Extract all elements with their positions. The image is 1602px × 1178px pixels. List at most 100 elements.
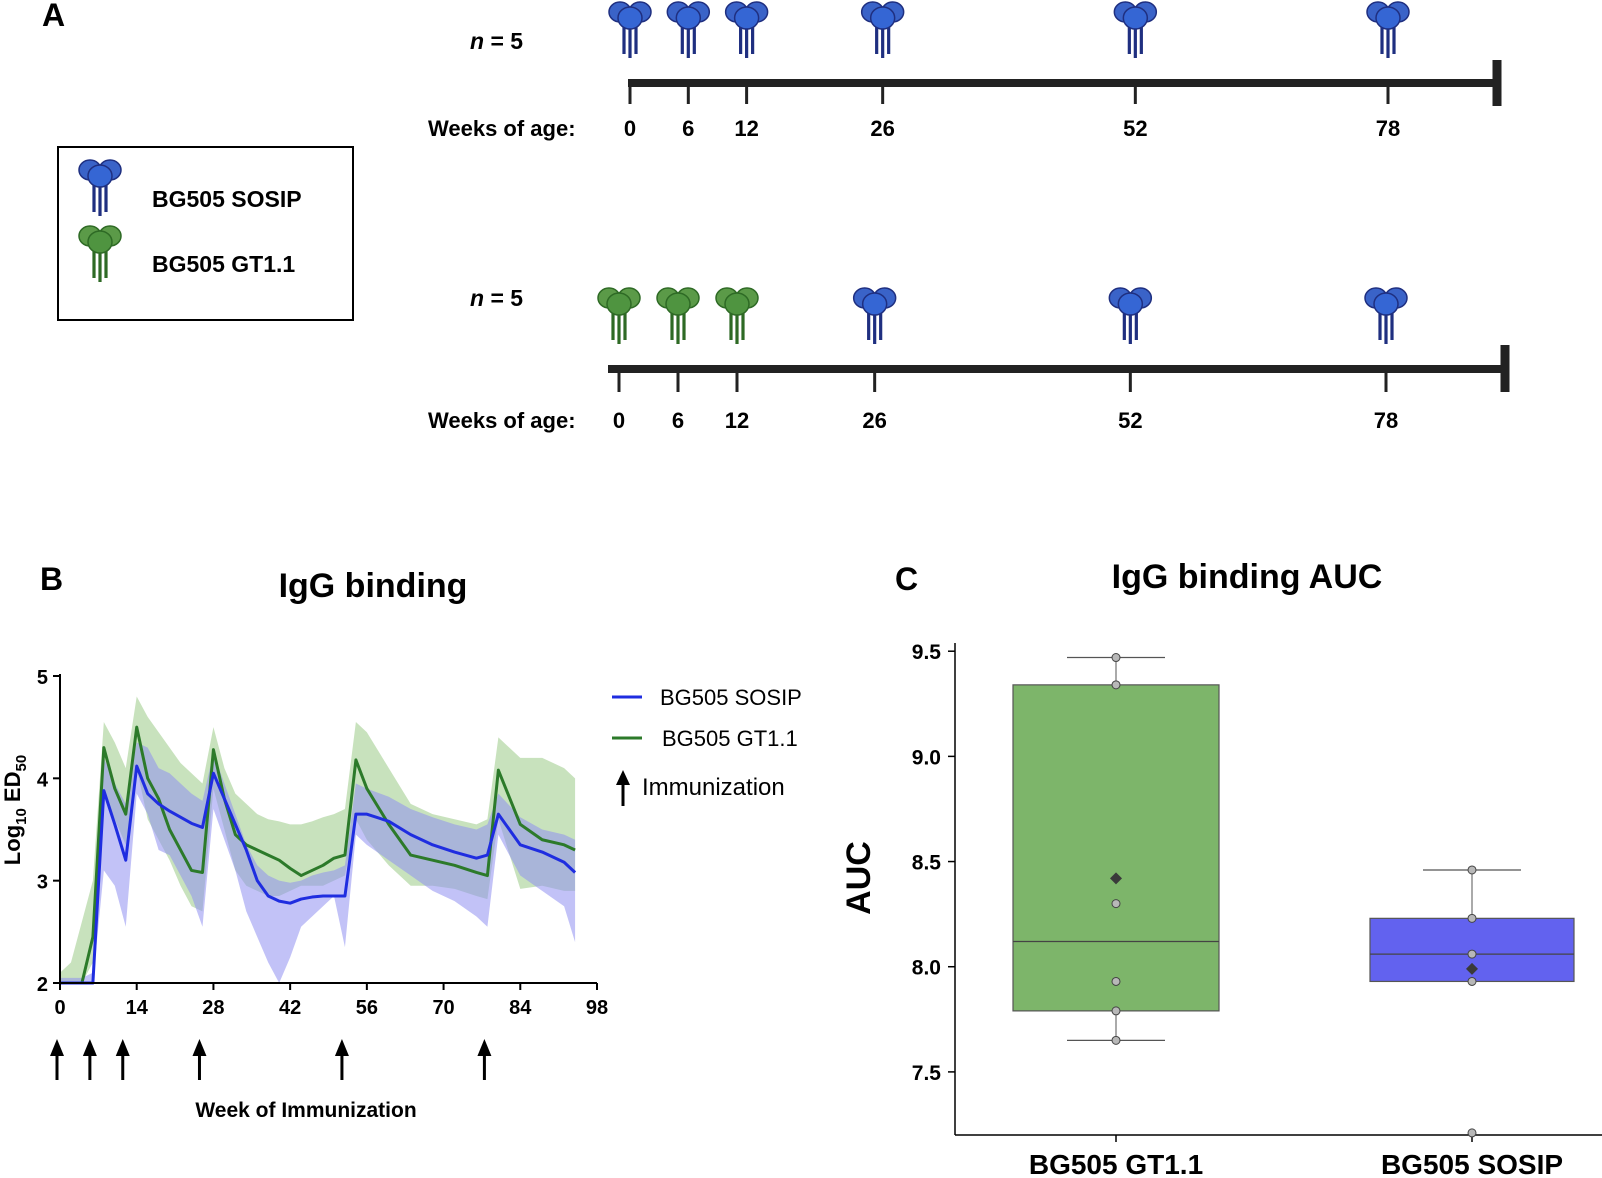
timeline-1-n: n = 5 <box>470 28 523 54</box>
chart-b-ylabel: Log10 ED50 <box>0 755 30 865</box>
legend-sosip-text: BG505 SOSIP <box>660 685 802 710</box>
timeline-2-n: n = 5 <box>470 285 523 311</box>
x-tick-label: 28 <box>202 997 224 1019</box>
sosip-immunogen-icon <box>1107 286 1153 346</box>
immunization-arrow-head <box>115 1039 130 1056</box>
panel-b-label: B <box>40 561 63 597</box>
x-tick-label: BG505 SOSIP <box>1381 1149 1563 1178</box>
timeline-1-week-label: 0 <box>624 116 636 141</box>
sosip-immunogen-icon <box>665 0 711 60</box>
timeline-1-week-label: 26 <box>870 116 894 141</box>
sosip-immunogen-icon <box>1365 0 1411 60</box>
x-tick-label: 98 <box>586 997 608 1019</box>
immunization-arrow <box>334 1039 349 1080</box>
gt-data-point <box>1111 653 1121 663</box>
gt-mean-line <box>60 725 576 985</box>
immunization-arrow <box>192 1039 207 1080</box>
panel-c-label: C <box>895 561 918 597</box>
immunization-arrow-head <box>477 1039 492 1056</box>
timeline-2-week-label: 78 <box>1374 408 1398 433</box>
sosip-mean-line <box>60 764 577 985</box>
x-tick-label: BG505 GT1.1 <box>1029 1149 1203 1178</box>
y-tick-label: 8.5 <box>912 852 942 875</box>
immunization-arrow-head <box>192 1039 207 1056</box>
sosip-data-point <box>1467 865 1477 875</box>
gt-data-point <box>1111 899 1121 909</box>
sosip-immunogen-icon <box>607 0 653 60</box>
x-tick-label: 42 <box>279 997 301 1019</box>
timeline-2-week-label: 0 <box>613 408 625 433</box>
igg-binding-chart: 2 3 4 5 0 14 28 42 56 70 84 98 <box>37 667 608 1080</box>
timeline-2-week-label: 52 <box>1118 408 1142 433</box>
timeline-1-week-label: 52 <box>1123 116 1147 141</box>
timeline-2-week-label: 26 <box>862 408 886 433</box>
y-tick-label: 5 <box>37 667 48 689</box>
sosip-data-point <box>1467 949 1477 959</box>
chart-b-title: IgG binding <box>279 567 468 605</box>
gt-data-point <box>1111 976 1121 986</box>
gt-data-point <box>1111 680 1121 690</box>
sosip-immunogen-icon <box>852 286 898 346</box>
gt-box-group <box>1012 653 1220 1045</box>
gt-confidence-band <box>60 696 576 983</box>
immunization-arrow-head <box>50 1039 64 1056</box>
immunization-arrow <box>50 1039 64 1080</box>
gt-immunogen-icon <box>596 286 642 346</box>
timeline-1-week-label: 12 <box>734 116 758 141</box>
y-tick-label: 9.0 <box>912 746 941 769</box>
gt-data-point <box>1111 1006 1121 1016</box>
immunization-arrow <box>115 1039 130 1080</box>
y-tick-label: 2 <box>37 974 48 996</box>
sosip-data-point <box>1467 913 1477 923</box>
panel-a-legend: BG505 SOSIP BG505 GT1.1 <box>57 146 354 321</box>
gt-mean-marker <box>1110 872 1122 885</box>
x-tick-label: 14 <box>126 997 149 1019</box>
immunization-arrow <box>82 1039 97 1080</box>
gt-data-point <box>1111 1035 1121 1045</box>
chart-b-legend: BG505 SOSIP BG505 GT1.1 Immunization <box>612 685 802 806</box>
gt-immunogen-icon <box>655 286 701 346</box>
sosip-immunogen-icon <box>1112 0 1158 60</box>
timeline-1-week-label: 6 <box>682 116 694 141</box>
timeline-1-axis-label: Weeks of age: <box>428 116 576 141</box>
gt-immunogen-icon <box>714 286 760 346</box>
immunization-arrow-head <box>82 1039 97 1056</box>
timeline-2-week-label: 12 <box>725 408 749 433</box>
legend-immunization-text: Immunization <box>642 774 785 801</box>
legend-sosip-label: BG505 SOSIP <box>152 186 302 212</box>
y-tick-label: 4 <box>37 769 49 791</box>
timeline-1: n = 5 0 6 12 26 52 78 Weeks of age: <box>428 0 1502 141</box>
x-tick-label: 84 <box>509 997 532 1019</box>
sosip-immunogen-icon <box>860 0 906 60</box>
legend-arrow-icon <box>616 770 630 806</box>
sosip-data-point <box>1467 976 1477 986</box>
y-tick-label: 7.5 <box>912 1062 942 1085</box>
legend-gt-label: BG505 GT1.1 <box>152 251 295 277</box>
chart-c-title: IgG binding AUC <box>1112 558 1383 596</box>
chart-b-xlabel: Week of Immunization <box>195 1099 416 1122</box>
sosip-data-point <box>1467 1128 1477 1138</box>
chart-c-ylabel: AUC <box>840 841 878 915</box>
panel-a-label: A <box>42 0 65 33</box>
timeline-2: n = 5 0 6 12 26 52 78 Weeks of age: <box>428 285 1510 433</box>
timeline-2-axis-label: Weeks of age: <box>428 408 576 433</box>
sosip-immunogen-icon <box>724 0 770 60</box>
immunization-arrow-head <box>334 1039 349 1056</box>
legend-gt-text: BG505 GT1.1 <box>662 726 798 751</box>
y-tick-label: 9.5 <box>912 641 942 664</box>
y-tick-label: 3 <box>37 872 48 894</box>
sosip-box-group <box>1369 865 1575 1138</box>
auc-boxplot: 7.5 8.0 8.5 9.0 9.5 BG505 GT1.1 BG505 SOSIP <box>912 641 1602 1178</box>
x-tick-label: 0 <box>54 997 65 1019</box>
sosip-confidence-band <box>60 742 576 983</box>
timeline-1-week-label: 78 <box>1376 116 1400 141</box>
gt-box <box>1012 684 1220 1012</box>
timeline-2-week-label: 6 <box>672 408 684 433</box>
x-tick-label: 56 <box>356 997 378 1019</box>
y-tick-label: 8.0 <box>912 957 941 980</box>
sosip-mean-marker <box>1466 962 1478 975</box>
x-tick-label: 70 <box>432 997 454 1019</box>
sosip-immunogen-icon <box>1363 286 1409 346</box>
immunization-arrow <box>477 1039 492 1080</box>
